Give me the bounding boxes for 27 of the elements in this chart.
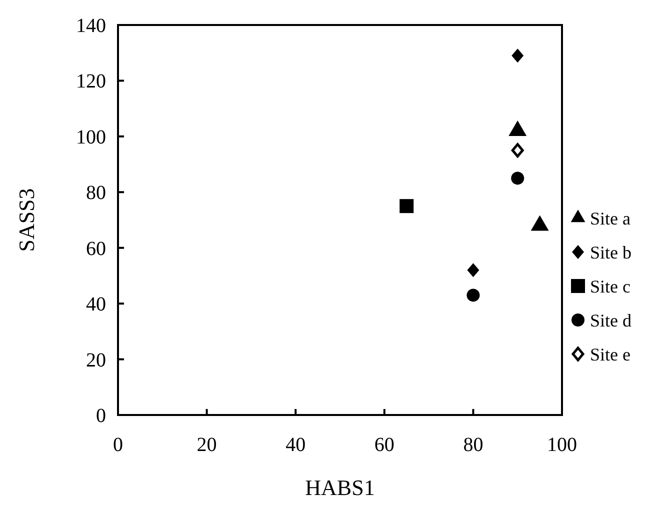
y-axis-title: SASS3	[14, 188, 39, 252]
legend-label: Site c	[590, 276, 630, 296]
y-tick-label: 40	[86, 294, 106, 316]
legend-label: Site a	[590, 208, 630, 228]
y-tick-label: 140	[76, 15, 106, 37]
x-tick-label: 20	[196, 434, 217, 456]
x-tick-label: 80	[463, 434, 484, 456]
legend-label: Site b	[590, 242, 632, 262]
point	[466, 288, 480, 302]
y-tick-label: 60	[86, 238, 106, 260]
x-tick-label: 60	[374, 434, 394, 456]
legend-label: Site d	[590, 310, 632, 330]
point	[467, 263, 480, 278]
x-tick-label: 100	[547, 434, 577, 456]
y-tick-label: 80	[86, 182, 106, 204]
y-tick-label: 0	[96, 405, 106, 427]
point	[512, 48, 524, 63]
y-tick-label: 100	[76, 126, 106, 148]
x-axis-title: HABS1	[305, 475, 375, 500]
y-tick-label: 120	[76, 70, 106, 93]
point	[511, 143, 524, 158]
x-tick-label: 40	[286, 434, 306, 456]
y-tick-label: 20	[86, 349, 106, 372]
point	[400, 199, 414, 214]
legend-label: Site e	[590, 344, 630, 364]
x-tick-label: 0	[113, 434, 123, 456]
point	[511, 172, 524, 185]
